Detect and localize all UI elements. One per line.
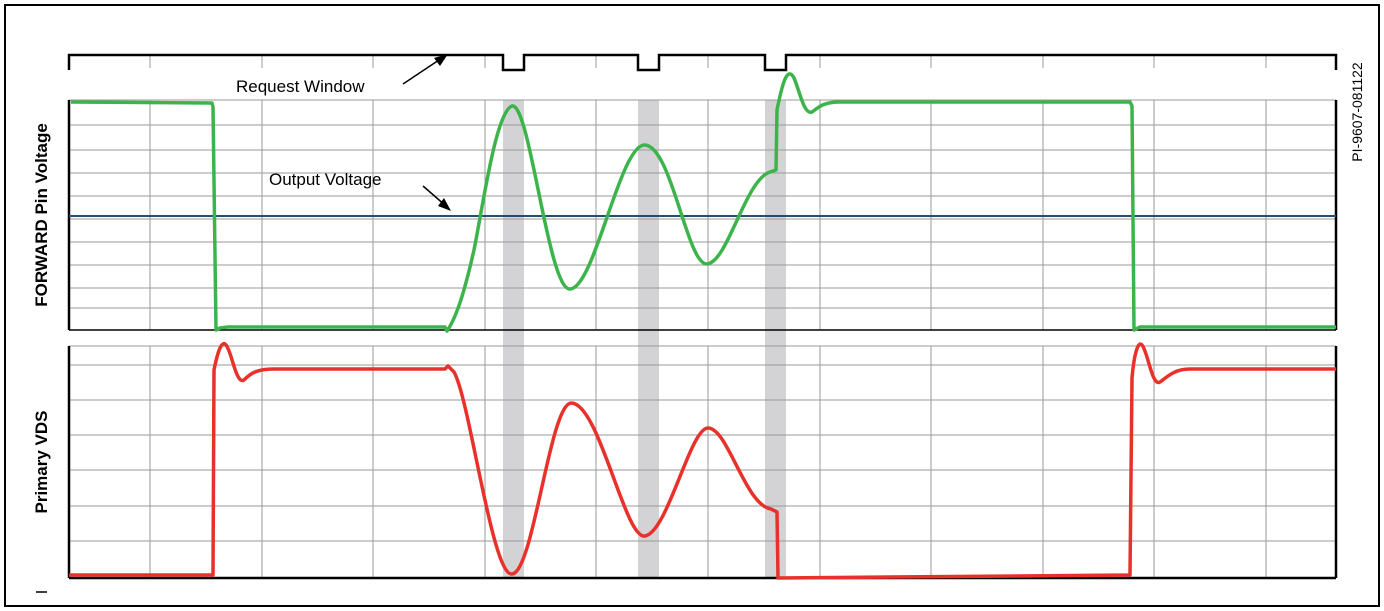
request-window-arrow <box>402 54 448 85</box>
primary-vds-axis-title: Primary VDS <box>32 411 51 514</box>
figure-id-label: PI-9607-081122 <box>1349 62 1365 162</box>
outer-border <box>4 4 1380 607</box>
vds-panel-frame <box>67 346 1338 580</box>
request-window-signal <box>67 53 1338 72</box>
vds-panel-grid <box>69 345 1336 578</box>
output-voltage-label: Output Voltage <box>269 170 381 189</box>
forward-pin-voltage-trace <box>70 72 1336 333</box>
output-voltage-arrow <box>422 185 451 211</box>
request-window-trace <box>67 53 1338 72</box>
forward-pin-voltage-axis-title: FORWARD Pin Voltage <box>32 123 51 307</box>
primary-vds-trace <box>69 342 1336 580</box>
request-window-label: Request Window <box>236 77 365 96</box>
